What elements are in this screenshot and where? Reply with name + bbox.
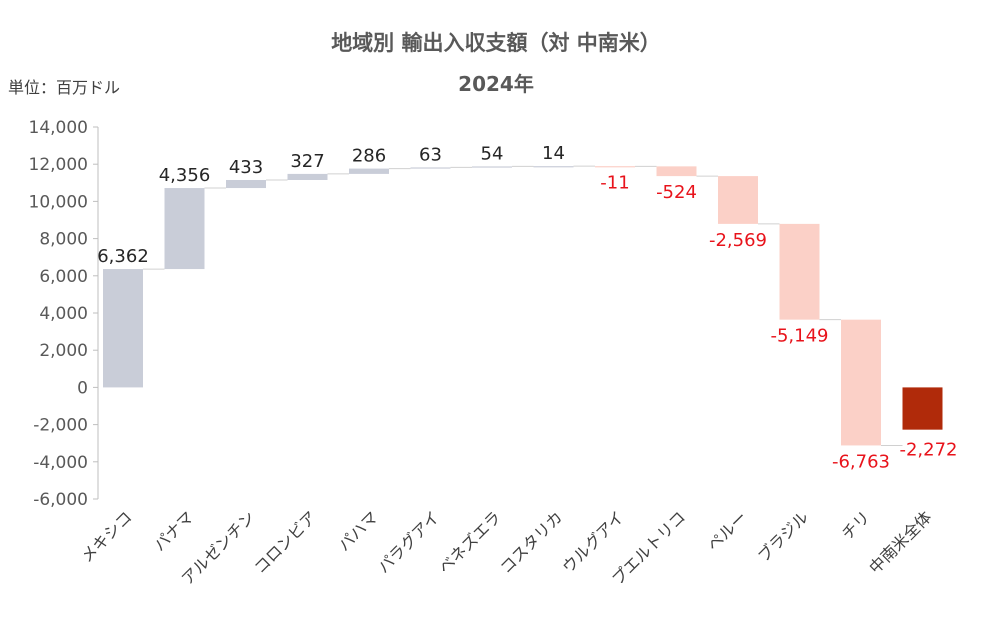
bar xyxy=(164,188,205,270)
data-label: -524 xyxy=(656,182,697,203)
x-tick-label: ブラジル xyxy=(754,507,812,565)
x-tick-label: ベネズエラ xyxy=(435,507,505,577)
bar xyxy=(718,176,758,224)
data-label: 54 xyxy=(481,143,504,164)
bar xyxy=(349,168,389,174)
y-tick-label: 0 xyxy=(77,378,88,398)
x-tick-label: 中南米全体 xyxy=(865,507,935,577)
y-tick-label: -2,000 xyxy=(33,416,88,436)
x-tick-label: パラグアイ xyxy=(374,507,443,576)
data-label: -5,149 xyxy=(770,326,828,347)
bar xyxy=(595,166,635,168)
bar xyxy=(472,166,512,168)
data-label: 63 xyxy=(419,144,442,165)
data-label: 14 xyxy=(542,143,565,164)
x-tick-label: パハマ xyxy=(334,507,381,554)
chart-subtitle: 2024年 xyxy=(458,72,534,96)
y-tick-label: 12,000 xyxy=(29,155,88,175)
x-tick-label: コロンビア xyxy=(250,507,320,577)
bar xyxy=(902,387,943,430)
bar xyxy=(533,166,574,168)
data-label: -6,763 xyxy=(832,451,890,472)
bar xyxy=(656,166,697,177)
data-label: -11 xyxy=(600,172,629,193)
bar xyxy=(841,319,881,446)
x-tick-label: ペルー xyxy=(703,507,750,554)
data-label: 433 xyxy=(229,157,263,178)
data-label: 286 xyxy=(352,146,386,167)
data-label: 327 xyxy=(290,151,324,172)
y-tick-label: -6,000 xyxy=(33,490,88,510)
unit-label: 単位：百万ドル xyxy=(8,78,120,97)
y-tick-label: 6,000 xyxy=(39,267,88,287)
bar xyxy=(779,223,820,320)
data-label: -2,569 xyxy=(709,230,767,251)
chart-title: 地域別 輸出入収支額（対 中南米） xyxy=(331,31,661,55)
data-label: -2,272 xyxy=(899,440,957,461)
x-tick-label: チリ xyxy=(838,507,874,543)
connector-lines xyxy=(143,165,903,446)
data-label: 4,356 xyxy=(159,165,211,186)
data-label: 6,362 xyxy=(97,246,149,267)
bar xyxy=(287,173,328,180)
y-axis: 14,000 12,000 10,000 8,000 6,000 4,000 2,000 0 -… xyxy=(29,118,99,510)
y-tick-label: 14,000 xyxy=(29,118,88,138)
bar xyxy=(103,269,143,388)
y-tick-label: 2,000 xyxy=(39,341,88,361)
bar xyxy=(226,179,266,189)
y-tick-label: -4,000 xyxy=(33,453,88,473)
y-tick-label: 10,000 xyxy=(29,192,88,212)
x-tick-label: コスタリカ xyxy=(496,507,566,577)
y-tick-label: 8,000 xyxy=(39,230,88,250)
x-tick-label: メキシコ xyxy=(77,507,136,566)
bars xyxy=(103,166,943,446)
y-tick-label: 4,000 xyxy=(39,304,88,324)
bar xyxy=(410,167,451,169)
data-labels: 6,362 4,356 433 327 286 63 54 14 -11 -524 -2,569 -5… xyxy=(97,143,957,472)
x-tick-label: パナマ xyxy=(150,507,197,554)
